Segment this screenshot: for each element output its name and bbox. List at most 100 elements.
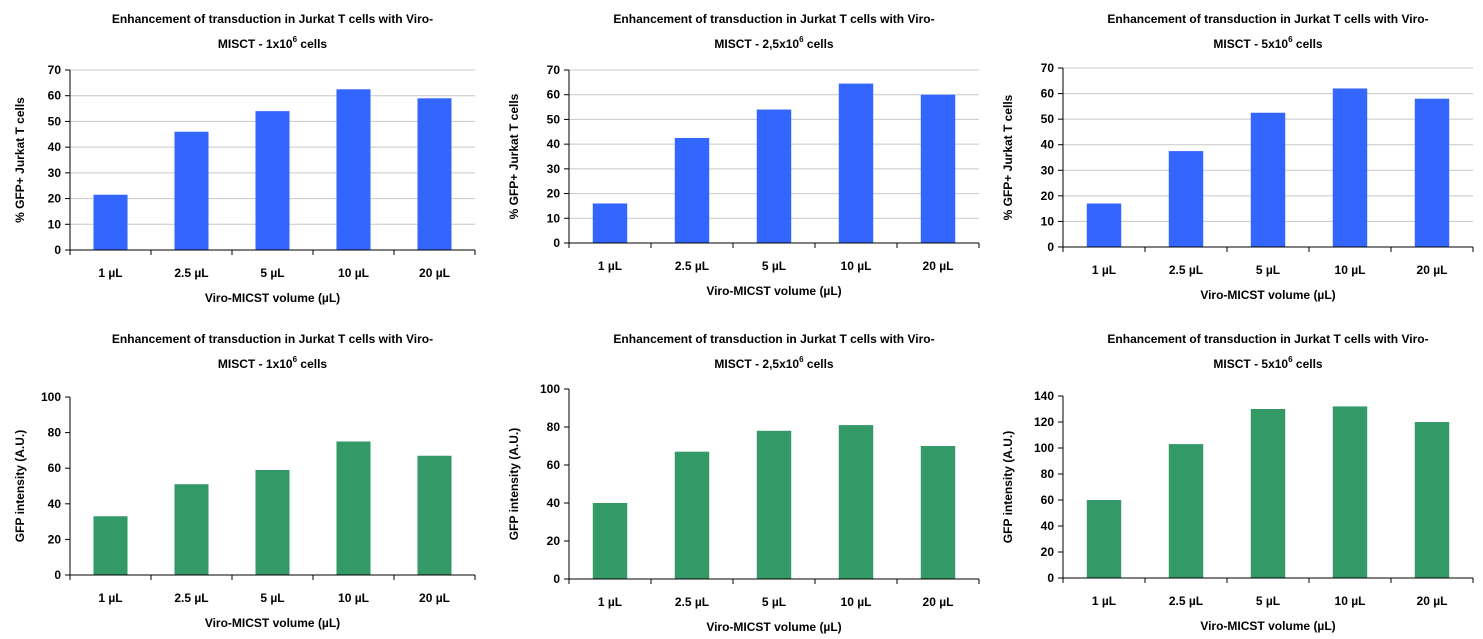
chart-title-suffix: cells	[804, 357, 834, 371]
y-tick-label: 40	[1041, 138, 1055, 152]
chart-title-line2: MISCT - 1x106 cells	[218, 35, 328, 51]
bar	[417, 98, 452, 251]
y-tick-label: 30	[48, 166, 62, 180]
bar-chart: Enhancement of transduction in Jurkat T …	[507, 12, 980, 298]
chart-title-prefix: MISCT - 2,5x10	[714, 37, 799, 51]
bar	[1250, 409, 1286, 578]
y-tick-label: 10	[547, 211, 561, 225]
y-tick-label: 30	[1041, 163, 1055, 177]
chart-title-suffix: cells	[1293, 37, 1323, 51]
y-tick-label: 0	[54, 243, 61, 257]
x-tick-label: 1 µL	[1092, 263, 1116, 277]
bar	[1250, 112, 1286, 247]
chart-title-line1: Enhancement of transduction in Jurkat T …	[613, 332, 934, 346]
chart-title-sup: 6	[1288, 35, 1293, 44]
y-axis-label: GFP intensity (A.U.)	[13, 430, 27, 542]
y-tick-label: 60	[48, 89, 62, 103]
x-axis-label: Viro-MICST volume (µL)	[1200, 619, 1335, 633]
chart-title-line1: Enhancement of transduction in Jurkat T …	[613, 12, 934, 26]
bar-chart: Enhancement of transduction in Jurkat T …	[13, 332, 476, 630]
bar	[920, 446, 956, 579]
x-tick-label: 5 µL	[1256, 594, 1280, 608]
bar	[674, 137, 710, 243]
chart-title-suffix: cells	[804, 37, 834, 51]
bar	[174, 484, 209, 575]
y-tick-label: 50	[1041, 112, 1055, 126]
y-tick-label: 70	[48, 63, 62, 77]
y-tick-label: 40	[547, 496, 561, 510]
x-tick-label: 1 µL	[598, 595, 622, 609]
bar	[1332, 406, 1368, 578]
chart-title-sup: 6	[293, 355, 298, 364]
y-tick-label: 70	[1041, 61, 1055, 75]
x-tick-label: 20 µL	[923, 259, 954, 273]
x-tick-label: 20 µL	[923, 595, 954, 609]
x-axis-label: Viro-MICST volume (µL)	[205, 291, 340, 305]
chart-title-prefix: MISCT - 5x10	[1213, 357, 1288, 371]
bar-chart: Enhancement of transduction in Jurkat T …	[13, 12, 476, 305]
bar-chart: Enhancement of transduction in Jurkat T …	[1001, 332, 1474, 633]
bar	[93, 194, 128, 250]
chart-title-sup: 6	[1288, 355, 1293, 364]
bar-chart: Enhancement of transduction in Jurkat T …	[1001, 12, 1474, 302]
x-tick-label: 2.5 µL	[675, 595, 709, 609]
bar	[255, 469, 290, 575]
bar	[1168, 444, 1204, 578]
chart-title-line2: MISCT - 5x106 cells	[1213, 35, 1323, 51]
y-tick-label: 80	[1041, 467, 1055, 481]
bar	[1086, 500, 1122, 578]
chart-title-suffix: cells	[297, 37, 327, 51]
chart-title-line2: MISCT - 1x106 cells	[218, 355, 328, 371]
x-tick-label: 10 µL	[338, 591, 369, 605]
y-tick-label: 140	[1034, 389, 1054, 403]
x-tick-label: 1 µL	[598, 259, 622, 273]
chart-title-line1: Enhancement of transduction in Jurkat T …	[1107, 12, 1428, 26]
x-tick-label: 10 µL	[1335, 594, 1366, 608]
y-tick-label: 0	[1047, 240, 1054, 254]
bar	[756, 109, 792, 244]
y-tick-label: 20	[547, 534, 561, 548]
y-tick-label: 0	[54, 568, 61, 582]
chart-panel: Enhancement of transduction in Jurkat T …	[494, 320, 989, 639]
chart-title-prefix: MISCT - 2,5x10	[714, 357, 799, 371]
y-tick-label: 40	[48, 497, 62, 511]
chart-title-sup: 6	[799, 35, 804, 44]
x-axis-label: Viro-MICST volume (µL)	[706, 620, 841, 634]
y-tick-label: 100	[1034, 441, 1054, 455]
bar	[417, 455, 452, 575]
x-tick-label: 5 µL	[762, 595, 786, 609]
x-tick-label: 20 µL	[1417, 594, 1448, 608]
bar	[1168, 151, 1204, 247]
y-axis-label: % GFP+ Jurkat T cells	[1001, 94, 1015, 220]
chart-panel: Enhancement of transduction in Jurkat T …	[988, 0, 1483, 320]
x-axis-label: Viro-MICST volume (µL)	[706, 284, 841, 298]
x-tick-label: 10 µL	[1335, 263, 1366, 277]
chart-title-sup: 6	[799, 355, 804, 364]
y-axis-label: % GFP+ Jurkat T cells	[13, 97, 27, 223]
x-tick-label: 10 µL	[841, 259, 872, 273]
chart-panel: Enhancement of transduction in Jurkat T …	[0, 0, 495, 320]
x-tick-label: 20 µL	[1417, 263, 1448, 277]
x-tick-label: 2.5 µL	[174, 266, 208, 280]
x-tick-label: 1 µL	[98, 266, 122, 280]
x-tick-label: 5 µL	[762, 259, 786, 273]
chart-title-line2: MISCT - 2,5x106 cells	[714, 35, 834, 51]
bar	[336, 89, 371, 251]
x-tick-label: 10 µL	[841, 595, 872, 609]
bar	[756, 430, 792, 579]
x-tick-label: 20 µL	[419, 591, 450, 605]
y-tick-label: 20	[1041, 189, 1055, 203]
bar	[674, 451, 710, 579]
bar	[920, 94, 956, 243]
chart-title-prefix: MISCT - 1x10	[218, 357, 293, 371]
chart-title-prefix: MISCT - 5x10	[1213, 37, 1288, 51]
y-tick-label: 10	[1041, 214, 1055, 228]
bar	[174, 131, 209, 250]
chart-panel: Enhancement of transduction in Jurkat T …	[988, 320, 1483, 639]
y-axis-label: % GFP+ Jurkat T cells	[507, 93, 521, 219]
chart-panel: Enhancement of transduction in Jurkat T …	[494, 0, 989, 320]
y-tick-label: 0	[1047, 571, 1054, 585]
y-tick-label: 60	[547, 88, 561, 102]
y-tick-label: 120	[1034, 415, 1054, 429]
x-tick-label: 5 µL	[1256, 263, 1280, 277]
